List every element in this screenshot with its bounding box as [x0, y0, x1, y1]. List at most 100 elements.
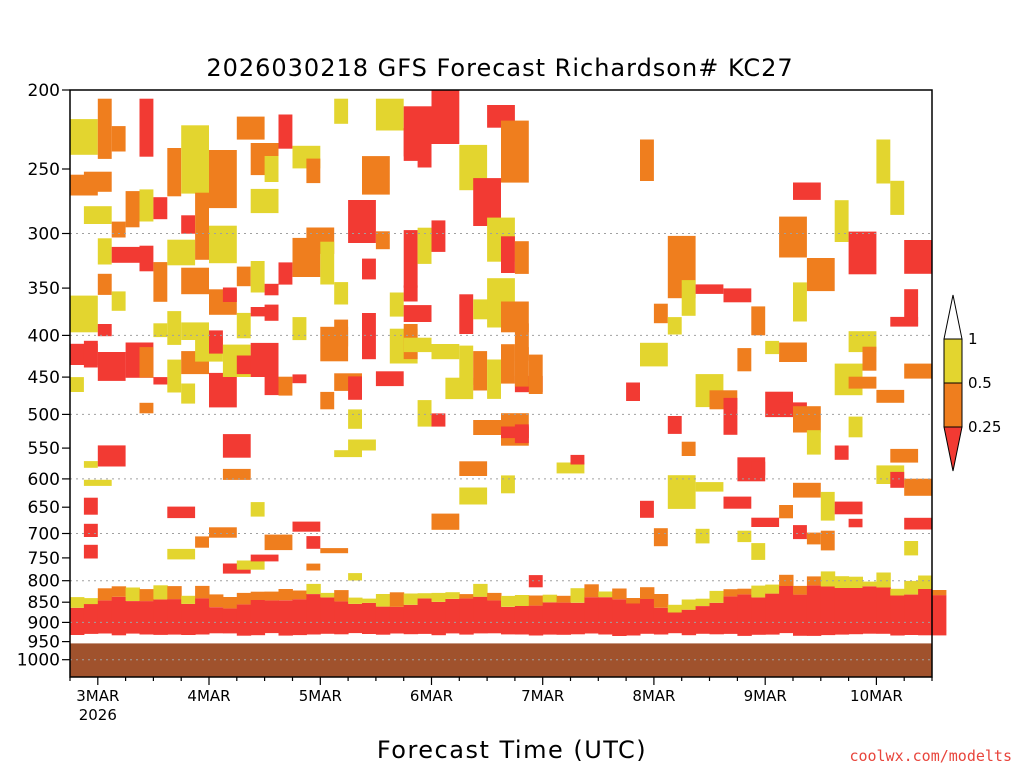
heatmap-cell	[737, 594, 752, 636]
heatmap-cell	[556, 462, 585, 474]
heatmap-cell	[389, 592, 405, 607]
heatmap-cell	[737, 530, 752, 543]
heatmap-cell	[306, 158, 321, 184]
heatmap-cell	[848, 518, 863, 528]
heatmap-cell	[292, 599, 307, 636]
heatmap-cell	[403, 285, 418, 302]
x-axis-label: Forecast Time (UTC)	[377, 736, 647, 764]
heatmap-cell	[473, 420, 501, 435]
heatmap-cell	[459, 461, 488, 476]
heatmap-cell	[556, 602, 571, 635]
heatmap-cell	[848, 376, 877, 389]
heatmap-cell	[890, 180, 905, 215]
heatmap-cell	[70, 607, 85, 635]
chart-title: 2026030218 GFS Forecast Richardson# KC27	[206, 54, 793, 82]
heatmap-cell	[70, 295, 98, 333]
heatmap-cells	[70, 90, 947, 636]
heatmap-cell	[876, 572, 891, 588]
heatmap-cell	[542, 594, 558, 603]
y-tick-label: 300	[28, 225, 60, 245]
heatmap-cell	[473, 351, 488, 391]
heatmap-cell	[417, 111, 432, 168]
heatmap-cell	[431, 344, 460, 360]
heatmap-cell	[181, 125, 209, 194]
heatmap-cell	[459, 594, 474, 599]
heatmap-cell	[195, 536, 209, 548]
heatmap-cell	[751, 543, 766, 560]
heatmap-cell	[653, 528, 668, 547]
heatmap-cell	[320, 597, 335, 634]
heatmap-cell	[97, 600, 113, 634]
heatmap-cell	[459, 294, 474, 334]
heatmap-cell	[278, 262, 293, 285]
heatmap-cell	[667, 416, 682, 434]
heatmap-cell	[181, 215, 196, 234]
heatmap-cell	[209, 225, 237, 264]
heatmap-cell	[820, 571, 836, 587]
heatmap-cell	[236, 604, 252, 636]
heatmap-cell	[709, 602, 724, 635]
heatmap-cell	[904, 594, 919, 635]
heatmap-cell	[83, 461, 98, 468]
heatmap-cell	[209, 607, 224, 634]
legend-swatch	[943, 426, 963, 472]
heatmap-cell	[83, 523, 98, 537]
heatmap-cell	[737, 348, 752, 372]
y-tick-label: 900	[28, 613, 60, 633]
y-tick-label: 1000	[17, 651, 60, 671]
heatmap-cell	[779, 586, 794, 634]
heatmap-cell	[83, 479, 112, 486]
heatmap-cell	[820, 586, 836, 636]
heatmap-cell	[306, 536, 321, 549]
heatmap-cell	[431, 592, 446, 602]
heatmap-cell	[487, 359, 501, 399]
heatmap-cell	[431, 220, 446, 252]
y-tick-label: 250	[28, 160, 60, 180]
heatmap-cell	[793, 525, 807, 540]
heatmap-cell	[264, 534, 293, 551]
heatmap-cell	[209, 594, 224, 608]
heatmap-cell	[167, 311, 182, 345]
x-tick-label: 9MAR	[744, 687, 787, 705]
heatmap-cell	[375, 594, 391, 607]
heatmap-cell	[334, 601, 349, 635]
heatmap-cell	[751, 517, 780, 527]
heatmap-cell	[195, 585, 210, 599]
heatmap-cell	[779, 216, 807, 258]
y-tick-label: 200	[28, 81, 60, 101]
heatmap-cell	[862, 581, 877, 587]
legend-label: 1	[968, 330, 978, 348]
heatmap-cell	[737, 588, 752, 595]
y-tick-label: 700	[28, 525, 60, 545]
heatmap-cell	[181, 595, 196, 604]
heatmap-cell	[70, 377, 84, 392]
heatmap-cell	[876, 389, 905, 403]
heatmap-cell	[417, 400, 432, 427]
heatmap-cell	[139, 347, 154, 378]
heatmap-cell	[348, 597, 363, 604]
heatmap-cell	[612, 599, 627, 636]
heatmap-cell	[222, 287, 237, 302]
heatmap-cell	[139, 601, 154, 635]
heatmap-cell	[501, 236, 515, 273]
y-tick-label: 450	[28, 368, 60, 388]
heatmap-cell	[250, 261, 265, 293]
heatmap-cell	[514, 347, 529, 387]
heatmap-cell	[153, 599, 168, 635]
heatmap-cell	[695, 598, 710, 606]
heatmap-cell	[292, 590, 307, 600]
heatmap-cell	[820, 530, 835, 551]
heatmap-cell	[334, 590, 349, 602]
heatmap-cell	[751, 585, 766, 598]
heatmap-cell	[139, 98, 154, 157]
heatmap-cell	[723, 589, 738, 597]
heatmap-cell	[612, 588, 627, 600]
y-tick-label: 650	[28, 498, 60, 518]
heatmap-cell	[723, 397, 738, 435]
heatmap-cell	[751, 306, 766, 336]
heatmap-cell	[570, 602, 585, 635]
heatmap-cell	[236, 312, 251, 339]
y-tick-label: 550	[28, 439, 60, 459]
heatmap-cell	[667, 612, 683, 634]
heatmap-cell	[431, 413, 446, 427]
